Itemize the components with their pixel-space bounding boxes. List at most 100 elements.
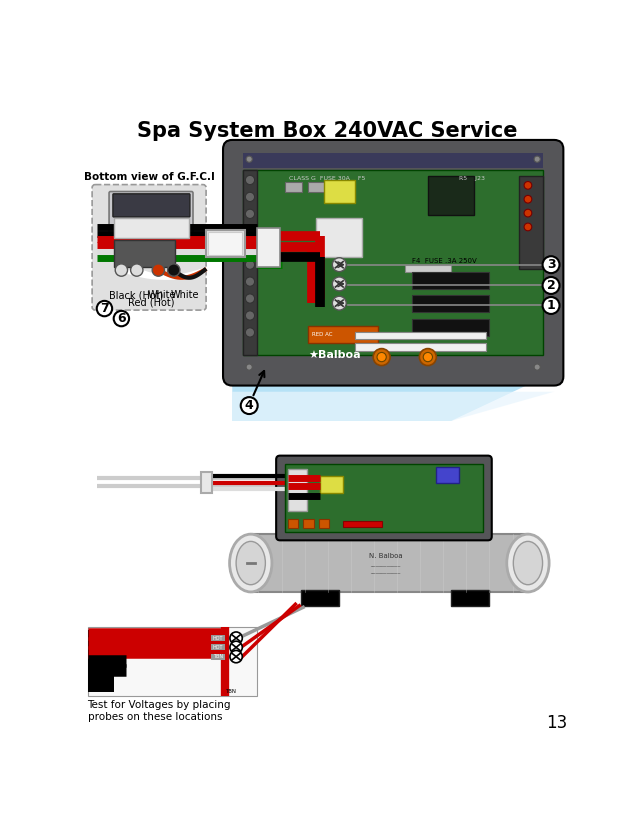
FancyBboxPatch shape bbox=[92, 184, 206, 310]
Text: ___________: ___________ bbox=[371, 568, 401, 573]
Text: Red (Hot): Red (Hot) bbox=[128, 298, 174, 308]
Bar bbox=[206, 230, 244, 257]
Circle shape bbox=[246, 311, 255, 320]
Text: 7: 7 bbox=[100, 302, 109, 315]
Circle shape bbox=[230, 632, 242, 644]
Bar bbox=[355, 344, 486, 351]
Circle shape bbox=[97, 301, 112, 316]
Ellipse shape bbox=[236, 541, 265, 585]
Text: Test for Voltages by placing
probes on these locations: Test for Voltages by placing probes on t… bbox=[87, 700, 231, 722]
Circle shape bbox=[524, 182, 532, 189]
Bar bbox=[288, 468, 307, 511]
Bar bbox=[87, 630, 114, 692]
Bar bbox=[436, 468, 459, 482]
Bar bbox=[251, 534, 528, 592]
Bar bbox=[257, 229, 280, 267]
Circle shape bbox=[524, 209, 532, 217]
Bar bbox=[243, 170, 257, 354]
Circle shape bbox=[246, 243, 255, 253]
Text: Black (Hot): Black (Hot) bbox=[109, 290, 163, 300]
Circle shape bbox=[241, 397, 258, 414]
Bar bbox=[309, 326, 378, 344]
Text: Spa System Box 240VAC Service: Spa System Box 240VAC Service bbox=[137, 121, 517, 141]
Text: ★Balboa: ★Balboa bbox=[309, 349, 361, 360]
Bar bbox=[201, 472, 212, 493]
Circle shape bbox=[246, 192, 255, 202]
Text: F4  FUSE .3A 250V: F4 FUSE .3A 250V bbox=[412, 258, 477, 263]
Circle shape bbox=[373, 349, 390, 366]
Bar bbox=[355, 332, 486, 339]
Text: White: White bbox=[171, 290, 200, 300]
Circle shape bbox=[542, 277, 560, 294]
Circle shape bbox=[246, 226, 255, 235]
Text: TBN: TBN bbox=[225, 690, 236, 695]
Text: 13: 13 bbox=[547, 714, 568, 732]
Bar bbox=[355, 332, 486, 339]
Bar bbox=[285, 464, 482, 532]
Bar bbox=[412, 296, 489, 312]
Circle shape bbox=[131, 263, 143, 276]
Bar bbox=[288, 519, 299, 528]
Circle shape bbox=[332, 258, 346, 272]
Circle shape bbox=[246, 328, 255, 337]
Text: ___________: ___________ bbox=[371, 562, 401, 567]
Bar bbox=[243, 153, 544, 169]
Bar bbox=[303, 519, 314, 528]
Circle shape bbox=[332, 297, 346, 310]
Bar bbox=[451, 591, 489, 605]
Bar bbox=[320, 477, 343, 493]
Text: HOT: HOT bbox=[212, 645, 223, 650]
Text: White: White bbox=[148, 290, 177, 300]
Text: 4: 4 bbox=[245, 399, 253, 412]
Circle shape bbox=[524, 196, 532, 203]
Text: 2: 2 bbox=[547, 279, 556, 292]
Bar bbox=[211, 644, 225, 650]
Bar bbox=[114, 240, 175, 267]
Circle shape bbox=[246, 209, 255, 218]
Circle shape bbox=[152, 263, 165, 276]
Polygon shape bbox=[232, 392, 554, 421]
Bar bbox=[324, 180, 355, 203]
Circle shape bbox=[168, 263, 180, 276]
Bar bbox=[355, 344, 486, 351]
Bar bbox=[318, 519, 329, 528]
Ellipse shape bbox=[514, 541, 542, 585]
Circle shape bbox=[524, 223, 532, 230]
Bar bbox=[428, 176, 474, 215]
Text: 3: 3 bbox=[547, 259, 555, 271]
FancyBboxPatch shape bbox=[109, 192, 193, 244]
FancyBboxPatch shape bbox=[276, 456, 492, 540]
Bar bbox=[87, 627, 257, 695]
Circle shape bbox=[230, 641, 242, 653]
Circle shape bbox=[246, 260, 255, 269]
Bar bbox=[316, 218, 362, 257]
Text: 6: 6 bbox=[117, 312, 126, 325]
Circle shape bbox=[534, 156, 540, 162]
FancyBboxPatch shape bbox=[223, 140, 563, 386]
Circle shape bbox=[332, 277, 346, 291]
Ellipse shape bbox=[507, 534, 549, 592]
Circle shape bbox=[114, 311, 129, 326]
Circle shape bbox=[115, 263, 128, 276]
Bar bbox=[412, 273, 489, 289]
Circle shape bbox=[377, 353, 386, 362]
Circle shape bbox=[246, 175, 255, 184]
Bar bbox=[114, 218, 189, 238]
Bar bbox=[412, 319, 489, 335]
Bar bbox=[243, 170, 544, 354]
Circle shape bbox=[423, 353, 433, 362]
Circle shape bbox=[246, 156, 252, 162]
Bar bbox=[309, 182, 325, 192]
Circle shape bbox=[230, 650, 242, 662]
FancyBboxPatch shape bbox=[113, 194, 190, 217]
Text: TBN: TBN bbox=[212, 654, 223, 659]
Text: HOT: HOT bbox=[212, 636, 223, 641]
Bar bbox=[343, 521, 382, 527]
Text: R5    J23: R5 J23 bbox=[459, 176, 485, 181]
Ellipse shape bbox=[230, 534, 272, 592]
Circle shape bbox=[419, 349, 436, 366]
Polygon shape bbox=[232, 373, 554, 421]
Circle shape bbox=[534, 364, 540, 370]
Circle shape bbox=[246, 294, 255, 303]
Circle shape bbox=[542, 256, 560, 273]
